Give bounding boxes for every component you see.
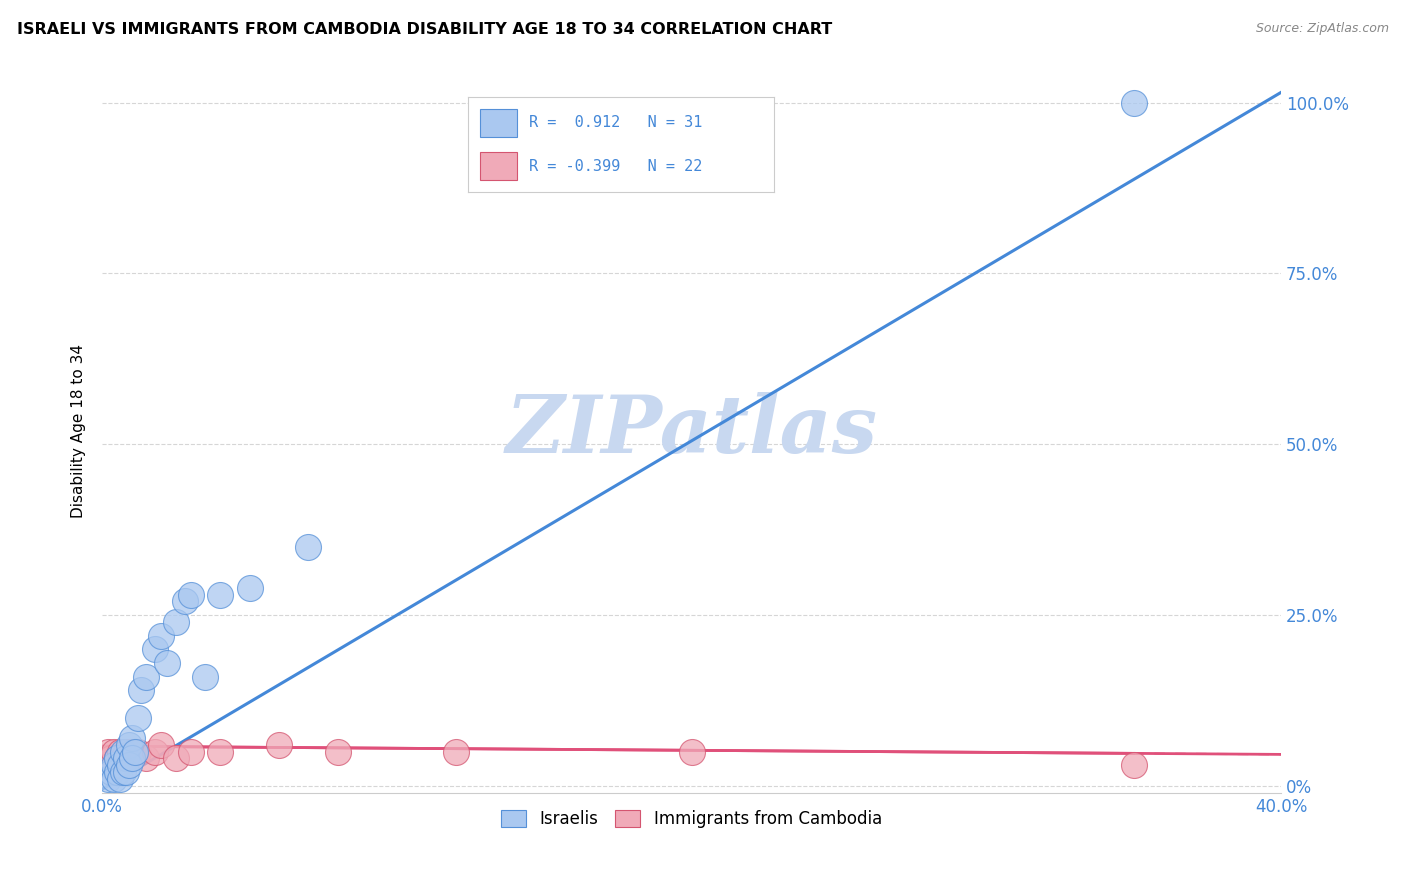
- Point: [165, 751, 187, 765]
- Point: [121, 731, 143, 745]
- Point: [127, 710, 149, 724]
- Point: [180, 588, 202, 602]
- Point: [121, 751, 143, 765]
- Point: [114, 765, 136, 780]
- Point: [238, 581, 260, 595]
- Point: [114, 751, 136, 765]
- Point: [118, 758, 141, 772]
- Point: [103, 772, 125, 786]
- Point: [135, 669, 157, 683]
- Point: [103, 758, 125, 772]
- Point: [165, 615, 187, 629]
- Point: [209, 588, 232, 602]
- Point: [118, 738, 141, 752]
- Point: [194, 669, 217, 683]
- Point: [97, 745, 120, 759]
- Point: [209, 745, 232, 759]
- Point: [111, 765, 134, 780]
- Point: [108, 772, 131, 786]
- Text: ISRAELI VS IMMIGRANTS FROM CAMBODIA DISABILITY AGE 18 TO 34 CORRELATION CHART: ISRAELI VS IMMIGRANTS FROM CAMBODIA DISA…: [17, 22, 832, 37]
- Text: Source: ZipAtlas.com: Source: ZipAtlas.com: [1256, 22, 1389, 36]
- Point: [1122, 95, 1144, 110]
- Point: [103, 745, 125, 759]
- Point: [267, 738, 290, 752]
- Point: [124, 745, 146, 759]
- Point: [150, 628, 173, 642]
- Point: [111, 745, 134, 759]
- Y-axis label: Disability Age 18 to 34: Disability Age 18 to 34: [72, 343, 86, 517]
- Point: [108, 745, 131, 759]
- Point: [150, 738, 173, 752]
- Point: [326, 745, 349, 759]
- Point: [173, 594, 195, 608]
- Point: [100, 751, 122, 765]
- Point: [105, 751, 128, 765]
- Point: [180, 745, 202, 759]
- Point: [108, 758, 131, 772]
- Point: [100, 765, 122, 780]
- Point: [127, 745, 149, 759]
- Point: [143, 745, 166, 759]
- Point: [97, 772, 120, 786]
- Point: [1122, 758, 1144, 772]
- Point: [94, 751, 117, 765]
- Point: [111, 751, 134, 765]
- Point: [105, 751, 128, 765]
- Point: [121, 745, 143, 759]
- Point: [135, 751, 157, 765]
- Point: [444, 745, 467, 759]
- Point: [129, 683, 152, 698]
- Point: [105, 765, 128, 780]
- Point: [143, 642, 166, 657]
- Legend: Israelis, Immigrants from Cambodia: Israelis, Immigrants from Cambodia: [495, 804, 889, 835]
- Point: [156, 656, 179, 670]
- Text: ZIPatlas: ZIPatlas: [506, 392, 877, 469]
- Point: [297, 540, 319, 554]
- Point: [681, 745, 703, 759]
- Point: [114, 745, 136, 759]
- Point: [118, 751, 141, 765]
